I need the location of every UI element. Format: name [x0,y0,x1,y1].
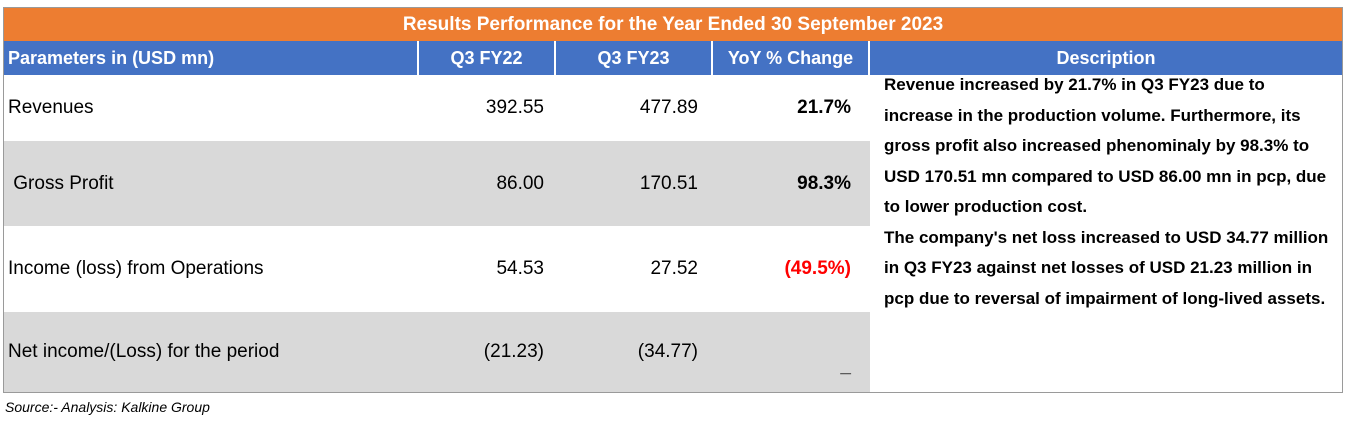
row-q3fy23: 170.51 [639,172,698,194]
row-q3fy23: 477.89 [639,97,698,118]
row-label: Net income/(Loss) for the period [8,341,280,362]
results-table: Results Performance for the Year Ended 3… [3,7,1343,393]
table-row: Revenues 392.55 477.89 21.7% [4,75,870,141]
description-paragraph: Revenue increased by 21.7% in Q3 FY23 du… [884,75,1327,216]
row-yoy: 21.7% [797,97,851,118]
table-row: Gross Profit 86.00 170.51 98.3% [4,141,870,226]
row-yoy: 98.3% [797,172,851,194]
row-yoy: (49.5%) [784,258,851,279]
header-yoy: YoY % Change [713,41,870,75]
header-q3fy23: Q3 FY23 [556,41,713,75]
description-text: Revenue increased by 21.7% in Q3 FY23 du… [884,70,1336,314]
table-title: Results Performance for the Year Ended 3… [4,8,1342,41]
row-yoy: _ [840,356,851,377]
row-q3fy23: (34.77) [637,341,698,362]
row-q3fy22: 86.00 [496,172,544,194]
row-label: Income (loss) from Operations [8,258,264,279]
header-parameters: Parameters in (USD mn) [4,41,419,75]
description-paragraph: The company's net loss increased to USD … [884,227,1329,308]
header-q3fy22: Q3 FY22 [419,41,556,75]
table-row: Income (loss) from Operations 54.53 27.5… [4,226,870,312]
source-note: Source:- Analysis: Kalkine Group [5,399,210,415]
header-description: Description [870,41,1342,75]
row-q3fy22: 392.55 [485,97,544,118]
row-q3fy23: 27.52 [650,258,698,279]
row-q3fy22: 54.53 [496,258,544,279]
row-q3fy22: (21.23) [483,341,544,362]
row-label: Revenues [8,97,94,118]
row-label: Gross Profit [8,172,114,194]
table-row: Net income/(Loss) for the period (21.23)… [4,312,870,392]
